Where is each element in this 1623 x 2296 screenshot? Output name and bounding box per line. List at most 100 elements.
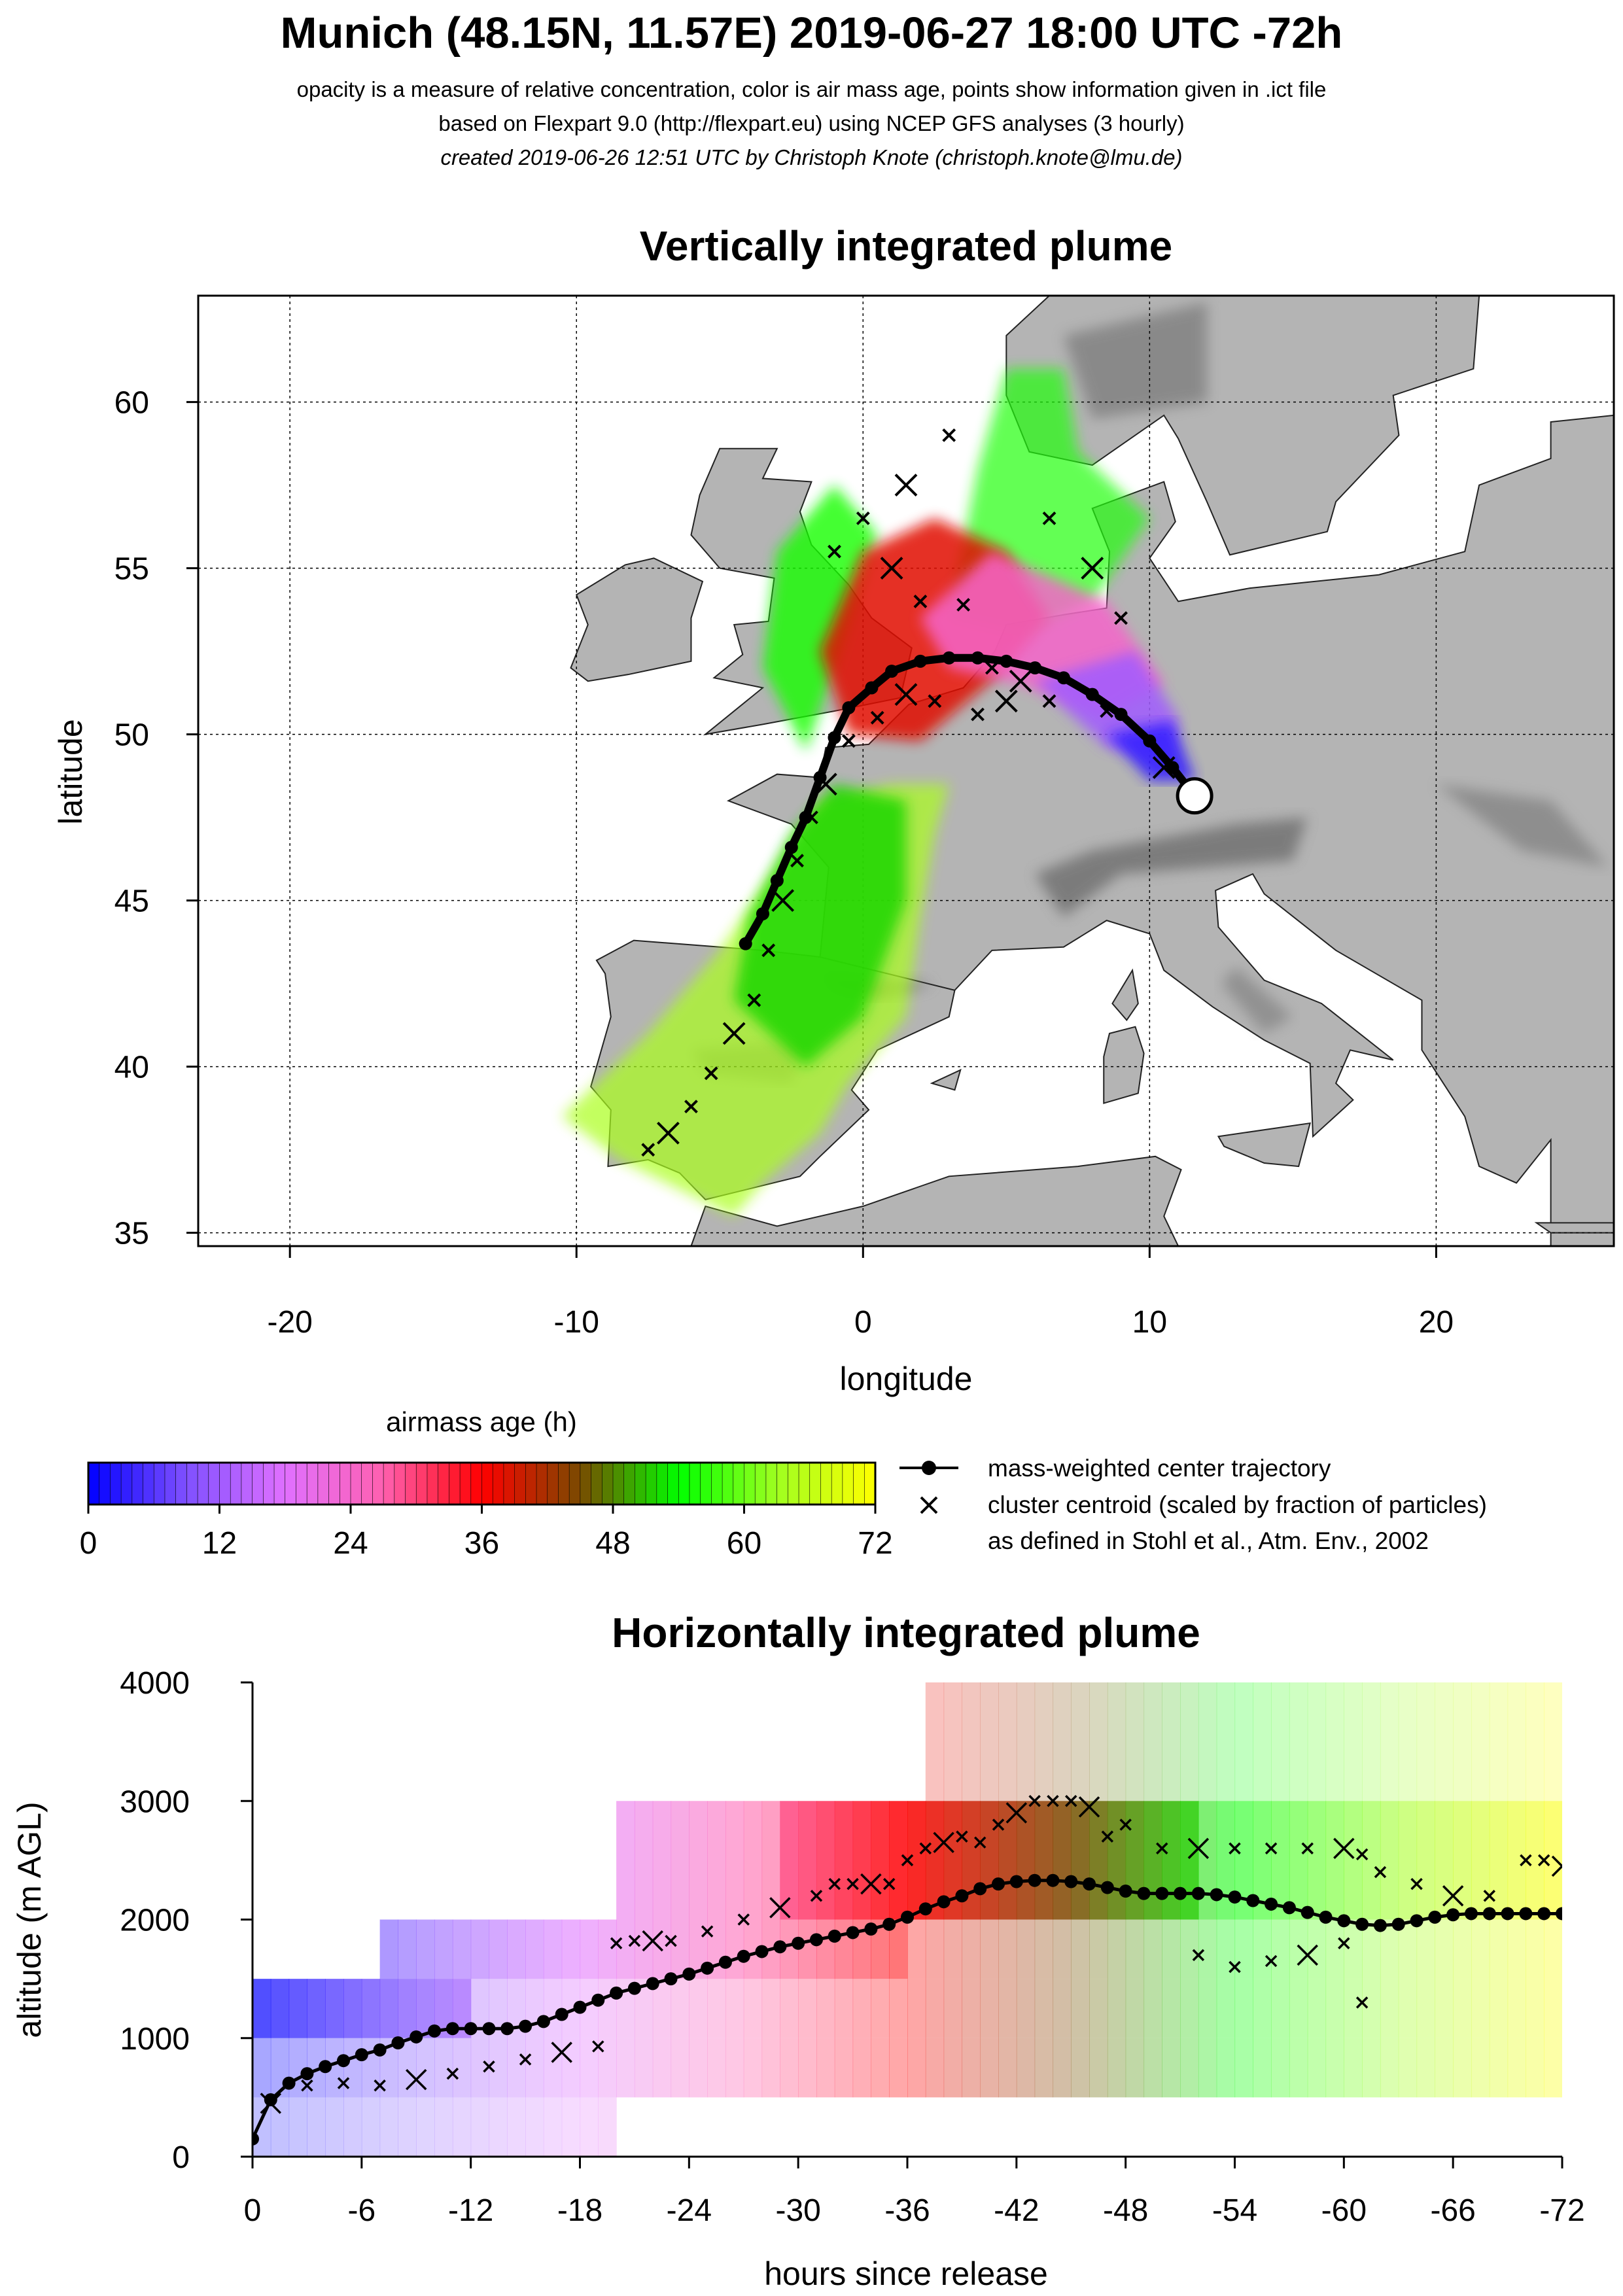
vertical-centroid-marker [1520,1854,1532,1867]
vertical-plume-tile [1089,2038,1108,2098]
vertical-plume-tile [871,2038,890,2098]
vertical-plume-tile [1453,1979,1472,2038]
vertical-centroid-marker [1028,1795,1041,1807]
vertical-trajectory-point [410,2030,423,2044]
vertical-plume-tile [652,1801,672,1920]
colorbar-title: airmass age (h) [386,1406,577,1437]
vertical-trajectory [253,1873,1562,2146]
vertical-x-tick-label: -48 [1103,2193,1148,2228]
vertical-plume-tile [1435,1919,1454,1979]
map-centroid-marker [1009,669,1032,693]
vertical-plume-tile [434,2038,453,2098]
vertical-plume-tile [962,1979,981,2038]
vertical-plume-tile [1216,1682,1236,1801]
vertical-plume-tile [1380,1801,1399,1920]
vertical-trajectory-point [1174,1887,1187,1900]
vertical-centroid-marker [973,1836,986,1849]
colorbar-cell [492,1462,504,1505]
map-trajectory-point [739,937,752,950]
map-trajectory-point [813,771,827,784]
vertical-centroids [260,1795,1562,2114]
vertical-plume-tile [1526,1801,1544,1920]
vertical-plume-tile [1435,2038,1454,2098]
vertical-plume-tile [925,1682,945,1801]
vertical-plume-tile [1162,1682,1181,1801]
vertical-centroid-marker [919,1842,932,1854]
vertical-centroid-marker [992,1818,1005,1831]
map-trajectory-point [828,731,841,744]
map-trajectory-point [1143,734,1157,748]
vertical-plume-tile [1180,2038,1199,2098]
colorbar-cell [853,1462,865,1505]
vertical-plume-tile [798,1801,817,1920]
colorbar-cell [568,1462,581,1505]
map-centroid-marker [856,511,870,525]
vertical-plume-tile [980,1979,999,2038]
vertical-plume-tile [288,1979,308,2038]
vertical-plume-tile [980,1801,999,1920]
colorbar-cell [296,1462,308,1505]
map-trajectory-point [1085,687,1099,701]
vertical-plume-tile [288,2097,308,2157]
colorbar-cell [558,1462,570,1505]
colorbar-cell [678,1462,690,1505]
vertical-plume-tile [1034,1979,1054,2038]
vertical-plume-tile [1107,1682,1126,1801]
vertical-plume-tile [1162,1919,1181,1979]
vertical-plume-tile [1271,1979,1290,2038]
vertical-plume-tile [1234,2038,1253,2098]
vertical-plume-tile [707,1979,726,2038]
vertical-centroid-marker [519,2053,532,2066]
vertical-x-tick-label: -54 [1212,2193,1257,2228]
vertical-trajectory-point [428,2024,442,2038]
vertical-trajectory-point [1119,1885,1132,1898]
colorbar-cell [394,1462,406,1505]
vertical-plume-tile [834,1979,854,2038]
vertical-plume-tile [1253,1682,1272,1801]
vertical-centroid-marker [1551,1855,1562,1877]
vertical-y-tick-label: 4000 [120,1666,190,1701]
vertical-plume-tile [1180,1919,1199,1979]
vertical-x-tick-label: -6 [347,2193,375,2228]
map-trajectory-point [1056,671,1070,685]
vertical-trajectory-point [1428,1910,1442,1924]
vertical-plume-tile [780,2038,799,2098]
vertical-plume-tile [743,1801,763,1920]
vertical-plume-tile [816,1979,835,2038]
vertical-plume-tile [1034,2038,1054,2098]
vertical-plume-tile [907,1801,926,1920]
vertical-plume-tile [1507,1919,1526,1979]
vertical-plume-tile [1471,1979,1490,2038]
vertical-plume-tile [1234,1682,1253,1801]
vertical-plume-tile [507,2038,526,2098]
vertical-plume-tile [1544,1919,1562,1979]
vertical-trajectory-point [1100,1881,1114,1894]
vertical-plume-tile [1053,1919,1072,1979]
colorbar-cell [481,1462,494,1505]
vertical-trajectory-point [627,1981,641,1995]
vertical-plume-tile [761,1979,780,2038]
colorbar-cell [733,1462,745,1505]
vertical-trajectory-point [701,1961,714,1975]
vertical-centroid-marker [406,2068,427,2091]
vertical-trajectory-point [319,2060,332,2074]
vertical-plume-tile [852,1979,871,2038]
legend-line-label: mass-weighted center trajectory [988,1455,1331,1482]
vertical-plume-tile [253,1979,271,2038]
colorbar-cell [197,1462,209,1505]
map-y-tick-label: 35 [114,1217,149,1251]
colorbar-cell [711,1462,723,1505]
vertical-plume-tile [1107,1919,1126,1979]
vertical-plume-tile [561,2097,581,2157]
vertical-plume-tile [1507,2038,1526,2098]
map-centroid-marker [894,683,918,706]
map-centroid-marker [994,689,1018,713]
vertical-trajectory-point [1556,1907,1562,1921]
vertical-plume-tile [1053,2038,1072,2098]
vertical-plume-tile [1526,2038,1544,2098]
vertical-plume-tile [1489,1919,1509,1979]
vertical-plume-tile [525,2097,544,2157]
vertical-plume-tile [998,1801,1017,1920]
vertical-plume-tile [1034,1682,1054,1801]
vertical-plume-tile [343,2038,362,2098]
